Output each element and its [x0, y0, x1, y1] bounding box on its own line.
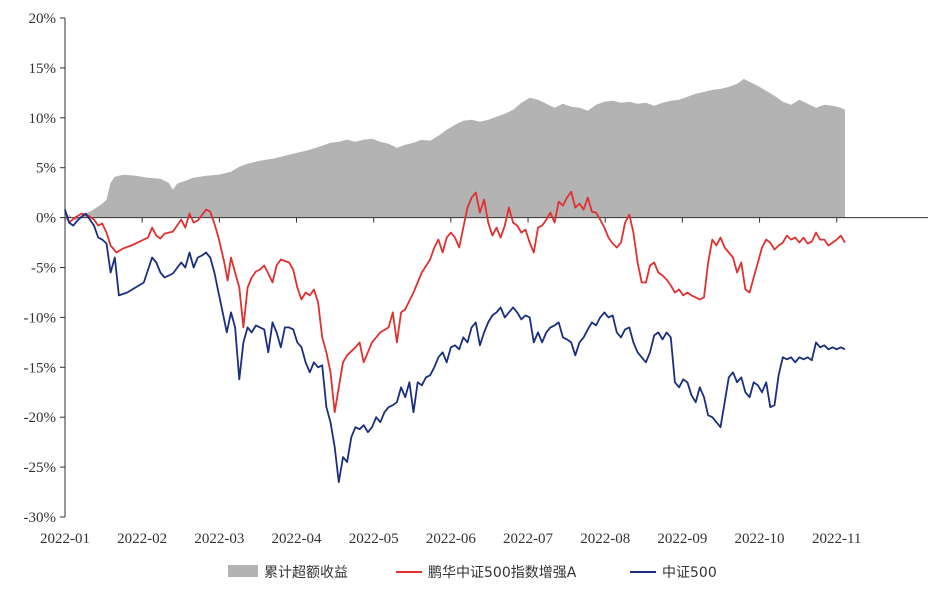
fund-series-line	[64, 190, 846, 414]
y-tick-label: 20%	[29, 11, 57, 27]
y-tick-label: -30%	[24, 510, 57, 526]
x-tick-label: 2022-06	[426, 531, 476, 547]
y-tick-label: -5%	[31, 261, 56, 277]
excess-return-area	[65, 78, 845, 223]
x-tick-label: 2022-04	[272, 531, 322, 547]
y-tick-label: -25%	[24, 460, 57, 476]
legend-swatch-excess-return	[228, 565, 258, 577]
x-tick-label: 2022-07	[503, 531, 553, 547]
y-tick-label: 5%	[36, 161, 56, 177]
x-tick-label: 2022-03	[194, 531, 244, 547]
x-tick-label: 2022-10	[735, 531, 785, 547]
y-tick-label: 10%	[29, 111, 57, 127]
y-tick-label: -20%	[24, 410, 57, 426]
x-tick-label: 2022-11	[812, 531, 861, 547]
x-tick-label: 2022-09	[657, 531, 707, 547]
legend-label: 累计超额收益	[264, 565, 348, 581]
legend-label: 中证500	[662, 565, 717, 581]
y-tick-label: -15%	[24, 360, 57, 376]
y-tick-label: 0%	[36, 211, 56, 227]
y-tick-label: 15%	[29, 61, 57, 77]
x-tick-label: 2022-05	[349, 531, 399, 547]
x-tick-label: 2022-08	[580, 531, 630, 547]
x-tick-label: 2022-01	[40, 531, 90, 547]
y-tick-label: -10%	[24, 310, 57, 326]
index-series-line	[64, 209, 846, 483]
legend-label: 鹏华中证500指数增强A	[428, 565, 577, 581]
x-tick-label: 2022-02	[117, 531, 167, 547]
